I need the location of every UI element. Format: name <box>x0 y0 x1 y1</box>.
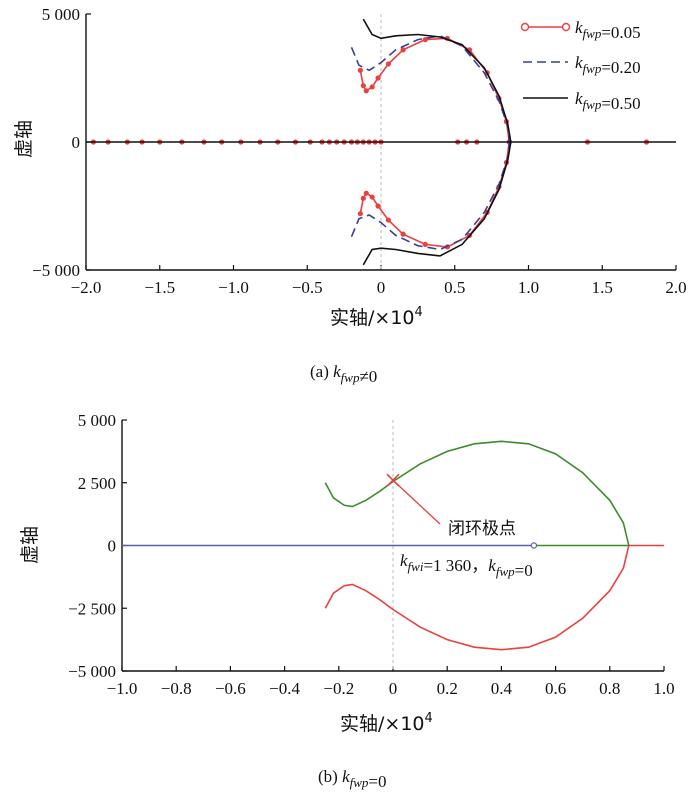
panel-b-x-tick-label: 0 <box>389 679 398 698</box>
open-zero-marker <box>530 542 538 549</box>
panel-a-x-tick-label: −0.5 <box>292 278 323 297</box>
series-k-fwp-0-05-marker <box>385 217 391 223</box>
series-k-fwp-0-50-upper-branch <box>362 18 512 143</box>
series-k-fwp-0-20-upper-branch <box>350 34 511 143</box>
panel-b-x-tick-label: −0.6 <box>215 679 246 698</box>
series-k-fwp-0-05-marker <box>375 75 381 81</box>
panel-a-x-tick-label: −1.0 <box>218 278 249 297</box>
panel-a-legend: kfwp=0.05 kfwp=0.20 kfwp=0.50 <box>520 18 641 113</box>
legend-item-2-label: kfwp=0.20 <box>575 53 641 77</box>
panel-b-x-tick-label: 1.0 <box>653 679 674 698</box>
panel-b-y-tick-label: 2 500 <box>78 474 116 493</box>
series-k-fwp-0-05-marker <box>400 231 406 237</box>
panel-b-x-tick-label: 0.6 <box>545 679 566 698</box>
panel-a-caption-text: (a) kfwp≠0 <box>310 362 377 386</box>
panel-b-annotation: 闭环极点 kfwi=1 360，kfwp=0 <box>386 473 533 580</box>
series-k-fwp-0-05-marker <box>357 211 363 217</box>
panel-b-caption-text: (b) kfwp=0 <box>318 767 387 791</box>
series-k-fwp-0-05-marker <box>357 67 363 73</box>
series-k-fwp-0-05-marker <box>369 194 375 200</box>
panel-a-y-label: 虚轴 <box>13 120 35 158</box>
panel-a: −2.0 −1.5 −1.0 −0.5 0 0.5 1.0 1.5 2.0 5 000 0 −5 0… <box>13 5 687 386</box>
series-k-fwp-0-05-marker <box>375 203 381 209</box>
legend-item-1-marker <box>520 22 530 32</box>
annotation-subtitle: kfwi=1 360，kfwp=0 <box>400 551 533 580</box>
panel-b-y-tick-label: 0 <box>108 537 117 556</box>
panel-b-x-tick-label: −0.8 <box>161 679 192 698</box>
series-k-fwp-0-20-lower-branch <box>350 141 511 251</box>
panel-b-y-tick-label: −5 000 <box>68 662 116 681</box>
panel-a-x-tick-label: −2.0 <box>71 278 102 297</box>
panel-b-x-tick-label: −1.0 <box>107 679 138 698</box>
panel-b-y-tick-label: −2 500 <box>68 599 116 618</box>
panel-a-y-tick-label: 0 <box>72 133 81 152</box>
panel-b-x-tick-label: −0.4 <box>269 679 300 698</box>
panel-b-x-tick-label: −0.2 <box>323 679 354 698</box>
series-k-fwp-0-05-upper-branch <box>359 37 511 143</box>
panel-a-x-tick-label: 0.5 <box>444 278 465 297</box>
panel-a-x-tick-label: 1.5 <box>592 278 613 297</box>
series-k-fwp-0-05-marker <box>363 190 369 196</box>
series-k-fwp-0-05-marker <box>385 61 391 67</box>
panel-a-x-label-text: 实轴/×104 <box>330 305 423 329</box>
panel-a-x-tick-label: 2.0 <box>665 278 686 297</box>
annotation-title: 闭环极点 <box>448 519 516 538</box>
series-upper-branch-line <box>324 440 630 546</box>
legend-item-1-marker <box>561 22 571 32</box>
panel-a-y-tick-label: 5 000 <box>42 5 80 24</box>
panel-a-y-tick-label: −5 000 <box>32 261 80 280</box>
panel-b-x-tick-label: 0.4 <box>491 679 513 698</box>
panel-b-x-tick-label: 0.8 <box>599 679 620 698</box>
panel-b-x-label-text: 实轴/×104 <box>340 711 433 735</box>
series-k-fwp-0-05-marker <box>360 83 366 89</box>
series-k-fwp-0-05-marker <box>422 37 428 43</box>
panel-a-x-tick-label: 1.0 <box>518 278 539 297</box>
series-k-fwp-0-05-marker <box>422 241 428 247</box>
series-k-fwp-0-05-lower-branch <box>359 141 511 248</box>
panel-b-y-tick-label: 5 000 <box>78 411 116 430</box>
panel-b-x-tick-label: 0.2 <box>437 679 458 698</box>
panel-b-y-label: 虚轴 <box>19 526 41 564</box>
series-k-fwp-0-05-marker <box>363 88 369 94</box>
annotation-leader-line <box>392 479 441 525</box>
series-k-fwp-0-05-marker <box>400 47 406 53</box>
panel-a-x-tick-label: 0 <box>377 278 386 297</box>
panel-b: −1.0 −0.8 −0.6 −0.4 −0.2 0 0.2 0.4 0.6 0.8 1.0 5 0… <box>19 411 675 791</box>
legend-item-3-label: kfwp=0.50 <box>575 89 641 113</box>
panel-a-x-tick-label: −1.5 <box>144 278 175 297</box>
legend-item-1-label: kfwp=0.05 <box>575 18 641 42</box>
series-k-fwp-0-05-marker <box>369 84 375 90</box>
series-lower-branch-line <box>324 545 630 651</box>
series-k-fwp-0-50-lower-branch <box>362 141 512 266</box>
series-k-fwp-0-05-marker <box>360 195 366 201</box>
